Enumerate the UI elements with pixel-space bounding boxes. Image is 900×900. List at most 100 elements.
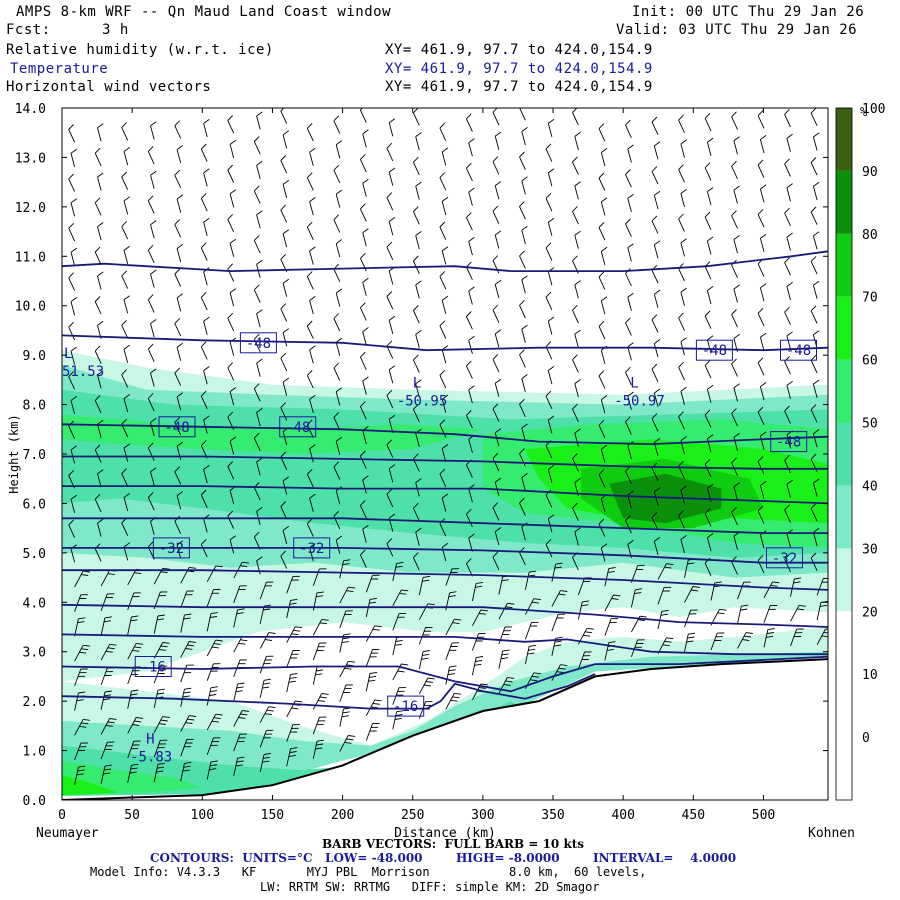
wind-barb [415,527,422,546]
barb-staff [757,510,765,524]
wind-barb [359,450,367,469]
wind-barb [572,304,579,324]
wind-barb [492,502,500,521]
barb-feather [678,164,684,170]
barb-feather [123,344,130,350]
wind-barb [229,238,237,257]
barb-staff [468,439,473,453]
wind-barb [653,141,661,160]
barb-feather [533,598,541,601]
barb-staff [492,260,500,274]
barb-feather [666,563,674,566]
extremum-value: -50.95 [397,394,448,410]
barb-feather [601,296,608,302]
barb-feather [83,570,91,573]
barb-staff [731,215,738,229]
barb-staff [68,228,76,242]
wind-barb [309,543,316,562]
extremum-marker: L [64,346,72,362]
wind-barb [521,225,528,245]
barb-feather [396,710,404,713]
barb-staff [498,651,504,669]
colorbar-bin [836,359,852,423]
barb-feather [413,108,419,114]
barb-staff [418,627,426,645]
wind-barb [259,604,271,624]
barb-feather [598,222,605,228]
barb-feather [415,527,422,533]
barb-feather [494,378,502,384]
barb-feather [346,738,354,741]
wind-barb [256,408,263,427]
barb-feather [289,751,297,754]
wind-barb [572,403,579,422]
wind-barb [574,527,581,546]
wind-barb [100,741,115,760]
barb-feather [627,243,634,249]
barb-feather [757,505,764,512]
wind-barb [339,586,356,604]
barb-staff [286,650,294,668]
barb-feather [519,448,525,454]
barb-feather [413,502,419,509]
barb-feather [704,458,711,465]
barb-feather [447,673,455,676]
chart-title: AMPS 8-km WRF -- Qn Maud Land Coast wind… [16,4,392,20]
barb-feather [107,721,115,724]
wind-barb [309,147,316,166]
barb-feather [553,644,561,647]
barb-feather [176,441,183,447]
barb-staff [97,522,102,537]
barb-feather [185,722,193,724]
barb-feather [104,616,112,619]
wind-barb [653,487,661,506]
barb-staff [339,634,344,653]
contour-info: CONTOURS: UNITS=°C LOW= -48.000 HIGH= -8… [150,851,737,865]
barb-feather [399,592,407,595]
barb-staff [147,151,155,165]
barb-feather [558,593,566,596]
barb-staff [492,507,500,521]
barb-feather [521,275,528,281]
barb-staff [388,122,394,137]
temp-contour-44 [62,423,828,446]
barb-feather [157,766,165,769]
wind-barb [335,387,343,406]
barb-staff [415,284,420,299]
barb-feather [819,604,827,607]
barb-feather [386,488,393,495]
barb-staff [229,391,235,406]
barb-feather [176,293,183,299]
wind-barb [653,240,661,259]
wind-barb [174,219,182,238]
barb-staff [174,521,182,534]
barb-feather [240,639,248,642]
barb-feather [468,237,475,242]
barb-staff [706,142,712,156]
field-rh-xy: XY= 461.9, 97.7 to 424.0,154.9 [385,42,653,58]
barb-feather [227,461,234,467]
barb-feather [548,168,555,174]
wind-barb [812,181,820,201]
barb-feather [492,156,499,163]
barb-staff [684,586,694,603]
wind-barb [70,396,77,415]
barb-feather [256,408,263,413]
wind-barb [180,590,194,609]
y-tick-label: 14.0 [15,102,46,117]
wind-barb [492,304,500,323]
colorbar-label: 70 [862,291,878,306]
barb-staff [492,309,500,323]
barb-feather [348,660,356,663]
wind-barb [153,739,168,758]
barb-feather [150,220,157,226]
wind-barb [680,287,687,306]
barb-staff [200,346,208,360]
barb-staff [445,666,451,685]
barb-staff [174,175,182,188]
wind-barb [704,458,712,478]
wind-barb [706,335,714,354]
barb-feather [360,203,366,210]
barb-staff [256,214,261,229]
wind-barb [359,203,367,222]
